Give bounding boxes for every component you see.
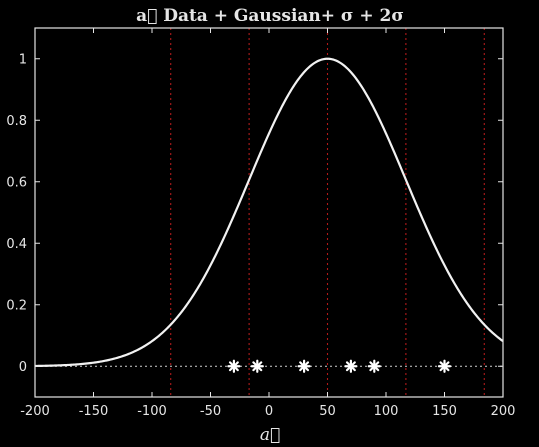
y-tick-label: 0 (19, 360, 27, 375)
data-point-1 (250, 359, 264, 373)
data-point-stroke (369, 361, 380, 372)
chart-title: a⃗ Data + Gaussian+ σ + 2σ (136, 6, 404, 26)
data-point-stroke (439, 361, 450, 372)
plot-frame (34, 27, 504, 398)
x-tick-label: 150 (432, 404, 457, 419)
data-point-5 (437, 359, 452, 373)
x-tick-label: -150 (79, 404, 109, 419)
data-point-4 (367, 359, 381, 373)
x-tick-label: -50 (200, 404, 221, 419)
y-tick-label: 0.6 (6, 175, 27, 190)
gaussian-line (34, 57, 504, 368)
data-point-stroke (345, 361, 356, 372)
data-point-stroke (252, 361, 263, 372)
data-point-3 (344, 359, 358, 373)
y-axis-ticks: 0 0.2 0.4 0.6 0.8 1 (6, 52, 503, 375)
x-tick-label: 50 (319, 404, 336, 419)
x-tick-label: 0 (265, 404, 273, 419)
sigma-lines (170, 28, 485, 397)
x-tick-label: -100 (137, 404, 167, 419)
gaussian-curve (34, 57, 504, 368)
y-tick-label: 1 (19, 52, 27, 67)
x-axis-ticks: -200 -150 -100 -50 0 50 100 150 200 (20, 28, 515, 419)
y-tick-label: 0.8 (6, 114, 27, 129)
y-tick-label: 0.4 (6, 237, 27, 252)
x-tick-label: 100 (374, 404, 399, 419)
data-point-stroke (228, 361, 239, 372)
data-point-0 (227, 359, 241, 373)
y-tick-label: 0.2 (6, 298, 27, 313)
data-points (227, 359, 452, 373)
x-axis-label: a⃗ (260, 425, 280, 445)
x-tick-label: 200 (491, 404, 516, 419)
x-tick-label: -200 (20, 404, 50, 419)
data-point-stroke (299, 361, 310, 372)
data-point-2 (297, 359, 311, 373)
